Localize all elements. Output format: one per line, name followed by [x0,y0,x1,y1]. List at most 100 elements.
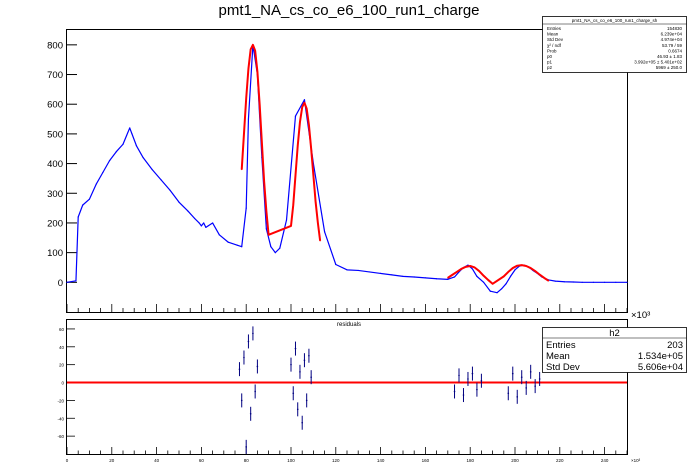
histogram-point [102,171,104,174]
histogram-point [368,271,370,273]
chart-title: pmt1_NA_cs_co_e6_100_run1_charge [218,2,479,19]
bottom-y-tick-label: -20 [57,398,64,403]
histogram-point [227,241,229,243]
histogram-point [169,189,171,191]
bottom-stats-label: Std Dev [546,362,580,373]
bottom-stats-value: 5.606e+04 [638,362,683,373]
fit-point [525,265,527,267]
residual-point [534,385,536,387]
fit-point [474,266,476,269]
top-stats-label: p2 [547,65,553,70]
residual-point [247,340,250,343]
residual-point [296,408,299,411]
residual-point [299,371,301,373]
fit-point [294,174,297,177]
residual-point [458,374,460,377]
bottom-x-tick-label: 240 [601,458,609,463]
fit-point [247,67,250,70]
histogram-point [279,247,281,249]
residual-point [308,354,310,357]
histogram-point [66,281,68,283]
fit-point [268,234,270,236]
fit-point [521,264,523,266]
fit-point [456,271,458,273]
histogram-point [122,143,124,145]
fit-point [319,240,321,242]
bottom-stats-frame [542,327,687,373]
histogram-point [615,281,617,283]
top-stats-label: p1 [547,60,553,65]
histogram-point [194,217,196,220]
residual-point [294,347,297,350]
fit-point [263,180,265,182]
fit-point [548,280,550,282]
histogram-point [270,246,272,248]
top-plot-frame [66,29,628,313]
bottom-stats-name: h2 [609,328,620,339]
residual-point [249,413,252,415]
fit-point [451,274,453,276]
histogram-point [436,278,438,280]
bottom-y-tick-label: -60 [57,434,64,439]
histogram-point [335,263,337,266]
fit-point [465,266,467,268]
top-y-tick-label: 300 [47,189,63,200]
histogram-point [489,290,491,292]
bottom-x-tick-label: 200 [511,458,519,463]
histogram-point [129,127,131,129]
fit-point [516,265,518,267]
residual-point [310,376,312,378]
bottom-x-tick-label: 220 [556,458,564,463]
top-y-tick-label: 600 [47,100,63,111]
top-y-tick-label: 200 [47,218,63,229]
histogram-point [380,272,382,275]
histogram-point [265,228,267,230]
top-series-group [66,43,628,294]
fit-point [241,168,243,171]
fit-point [315,201,317,203]
fit-point [469,265,471,267]
histogram-point [324,231,326,233]
residual-point [525,387,527,389]
fit-point [539,273,541,276]
bottom-stats-label: Entries [546,340,576,351]
bottom-y-axis: -60 -40 -20 0 20 40 60 [57,327,75,439]
top-y-tick-label: 500 [47,129,63,140]
histogram-point [285,219,288,221]
bottom-plot-frame [66,319,628,455]
top-stats-label: p0 [547,54,553,59]
fit-point [261,142,263,144]
residual-point [254,390,256,393]
bottom-x-tick-label: 160 [422,458,430,463]
histogram-point [592,281,595,283]
top-stats-label: Prob [547,48,557,53]
histogram-point [294,115,297,117]
top-y-tick-label: 100 [47,248,63,259]
histogram-point [178,201,180,203]
histogram-point [483,281,485,283]
residual-point [243,356,245,359]
bottom-stats-rows: Entries 203 Mean 1.534e+05 Std Dev 5.606e+04 [546,340,683,373]
histogram-point [187,210,189,212]
top-stats-value: 0.6674 [668,48,682,53]
fit-point [243,133,245,135]
top-y-axis: 0 100 200 300 400 500 600 700 800 [47,40,77,289]
residual-point [471,372,474,375]
bottom-stats-value: 1.534e+05 [638,351,683,362]
histogram-point [346,269,348,271]
fit-point [290,225,292,227]
histogram-point [453,276,456,278]
bottom-x-multiplier: ×10³ [631,458,641,463]
histogram-point [626,281,628,283]
bottom-stats-box: h2 Entries 203 Mean 1.534e+05 Std Dev 5.606e+… [542,327,687,373]
histogram-point [514,269,516,271]
residual-point [462,394,465,396]
residual-point [467,378,469,380]
bottom-x-tick-label: 120 [332,458,340,463]
residual-point [507,392,510,395]
residual-point [245,446,247,448]
histogram-point [160,179,162,181]
fit-point [507,271,509,273]
top-stats-value: 53.79 / 59 [662,43,683,48]
